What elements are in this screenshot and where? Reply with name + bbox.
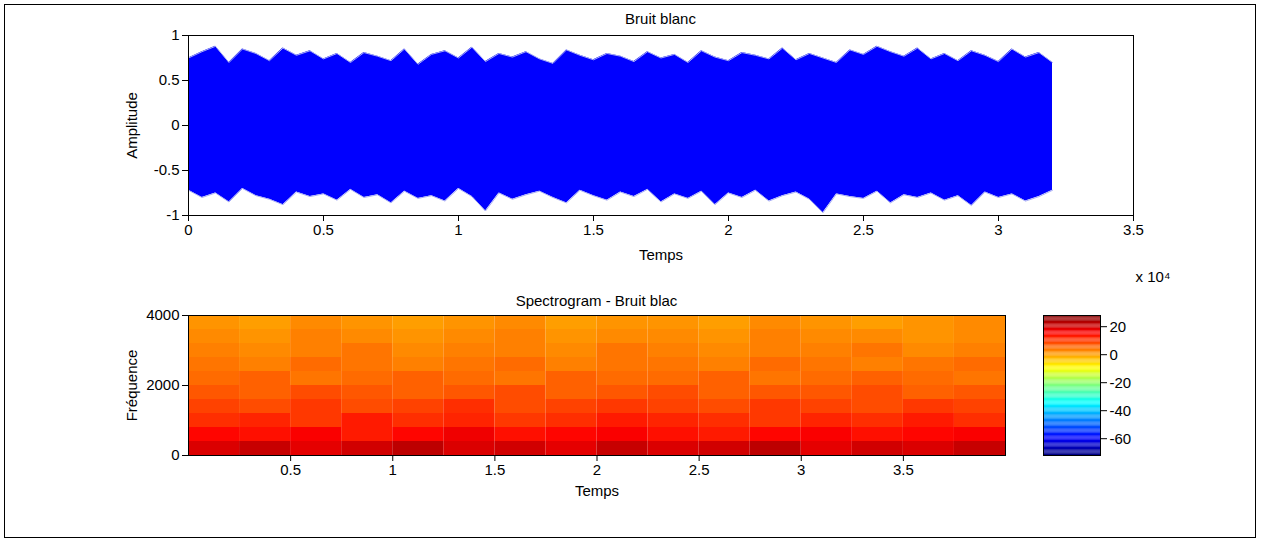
svg-text:Fréquence: Fréquence [123, 350, 140, 422]
svg-text:0.5: 0.5 [313, 221, 334, 238]
html-text:Spectrogram - Bruit blac: Spectrogram - Bruit blac [515, 292, 678, 309]
svg-text:3: 3 [994, 221, 1002, 238]
svg-text:2.5: 2.5 [689, 461, 710, 478]
svg-text:0.5: 0.5 [280, 461, 301, 478]
svg-text:-40: -40 [1110, 402, 1132, 419]
svg-text:-60: -60 [1110, 430, 1132, 447]
svg-text:2000: 2000 [146, 376, 179, 393]
svg-text:Amplitude: Amplitude [123, 92, 140, 159]
svg-text:2: 2 [593, 461, 601, 478]
svg-text:1: 1 [389, 461, 397, 478]
svg-text:Temps: Temps [575, 482, 619, 499]
svg-text:4000: 4000 [146, 306, 179, 323]
svg-text:3.5: 3.5 [1123, 221, 1144, 238]
svg-text:3.5: 3.5 [893, 461, 914, 478]
svg-text:20: 20 [1110, 318, 1127, 335]
svg-text:0.5: 0.5 [159, 71, 180, 88]
svg-text:1: 1 [454, 221, 462, 238]
html-text:Bruit blanc: Bruit blanc [625, 10, 696, 27]
svg-text:-1: -1 [166, 206, 179, 223]
svg-text:-20: -20 [1110, 374, 1132, 391]
svg-text:-0.5: -0.5 [154, 161, 180, 178]
svg-text:3: 3 [797, 461, 805, 478]
svg-text:0: 0 [1110, 346, 1118, 363]
svg-text:1.5: 1.5 [583, 221, 604, 238]
svg-text:0: 0 [171, 446, 179, 463]
html-text:x 10⁴: x 10⁴ [1135, 268, 1171, 285]
svg-text:1: 1 [171, 26, 179, 43]
svg-text:Temps: Temps [639, 246, 683, 263]
svg-text:0: 0 [171, 116, 179, 133]
svg-text:2: 2 [724, 221, 732, 238]
svg-text:1.5: 1.5 [484, 461, 505, 478]
svg-text:0: 0 [184, 221, 192, 238]
svg-text:2.5: 2.5 [853, 221, 874, 238]
